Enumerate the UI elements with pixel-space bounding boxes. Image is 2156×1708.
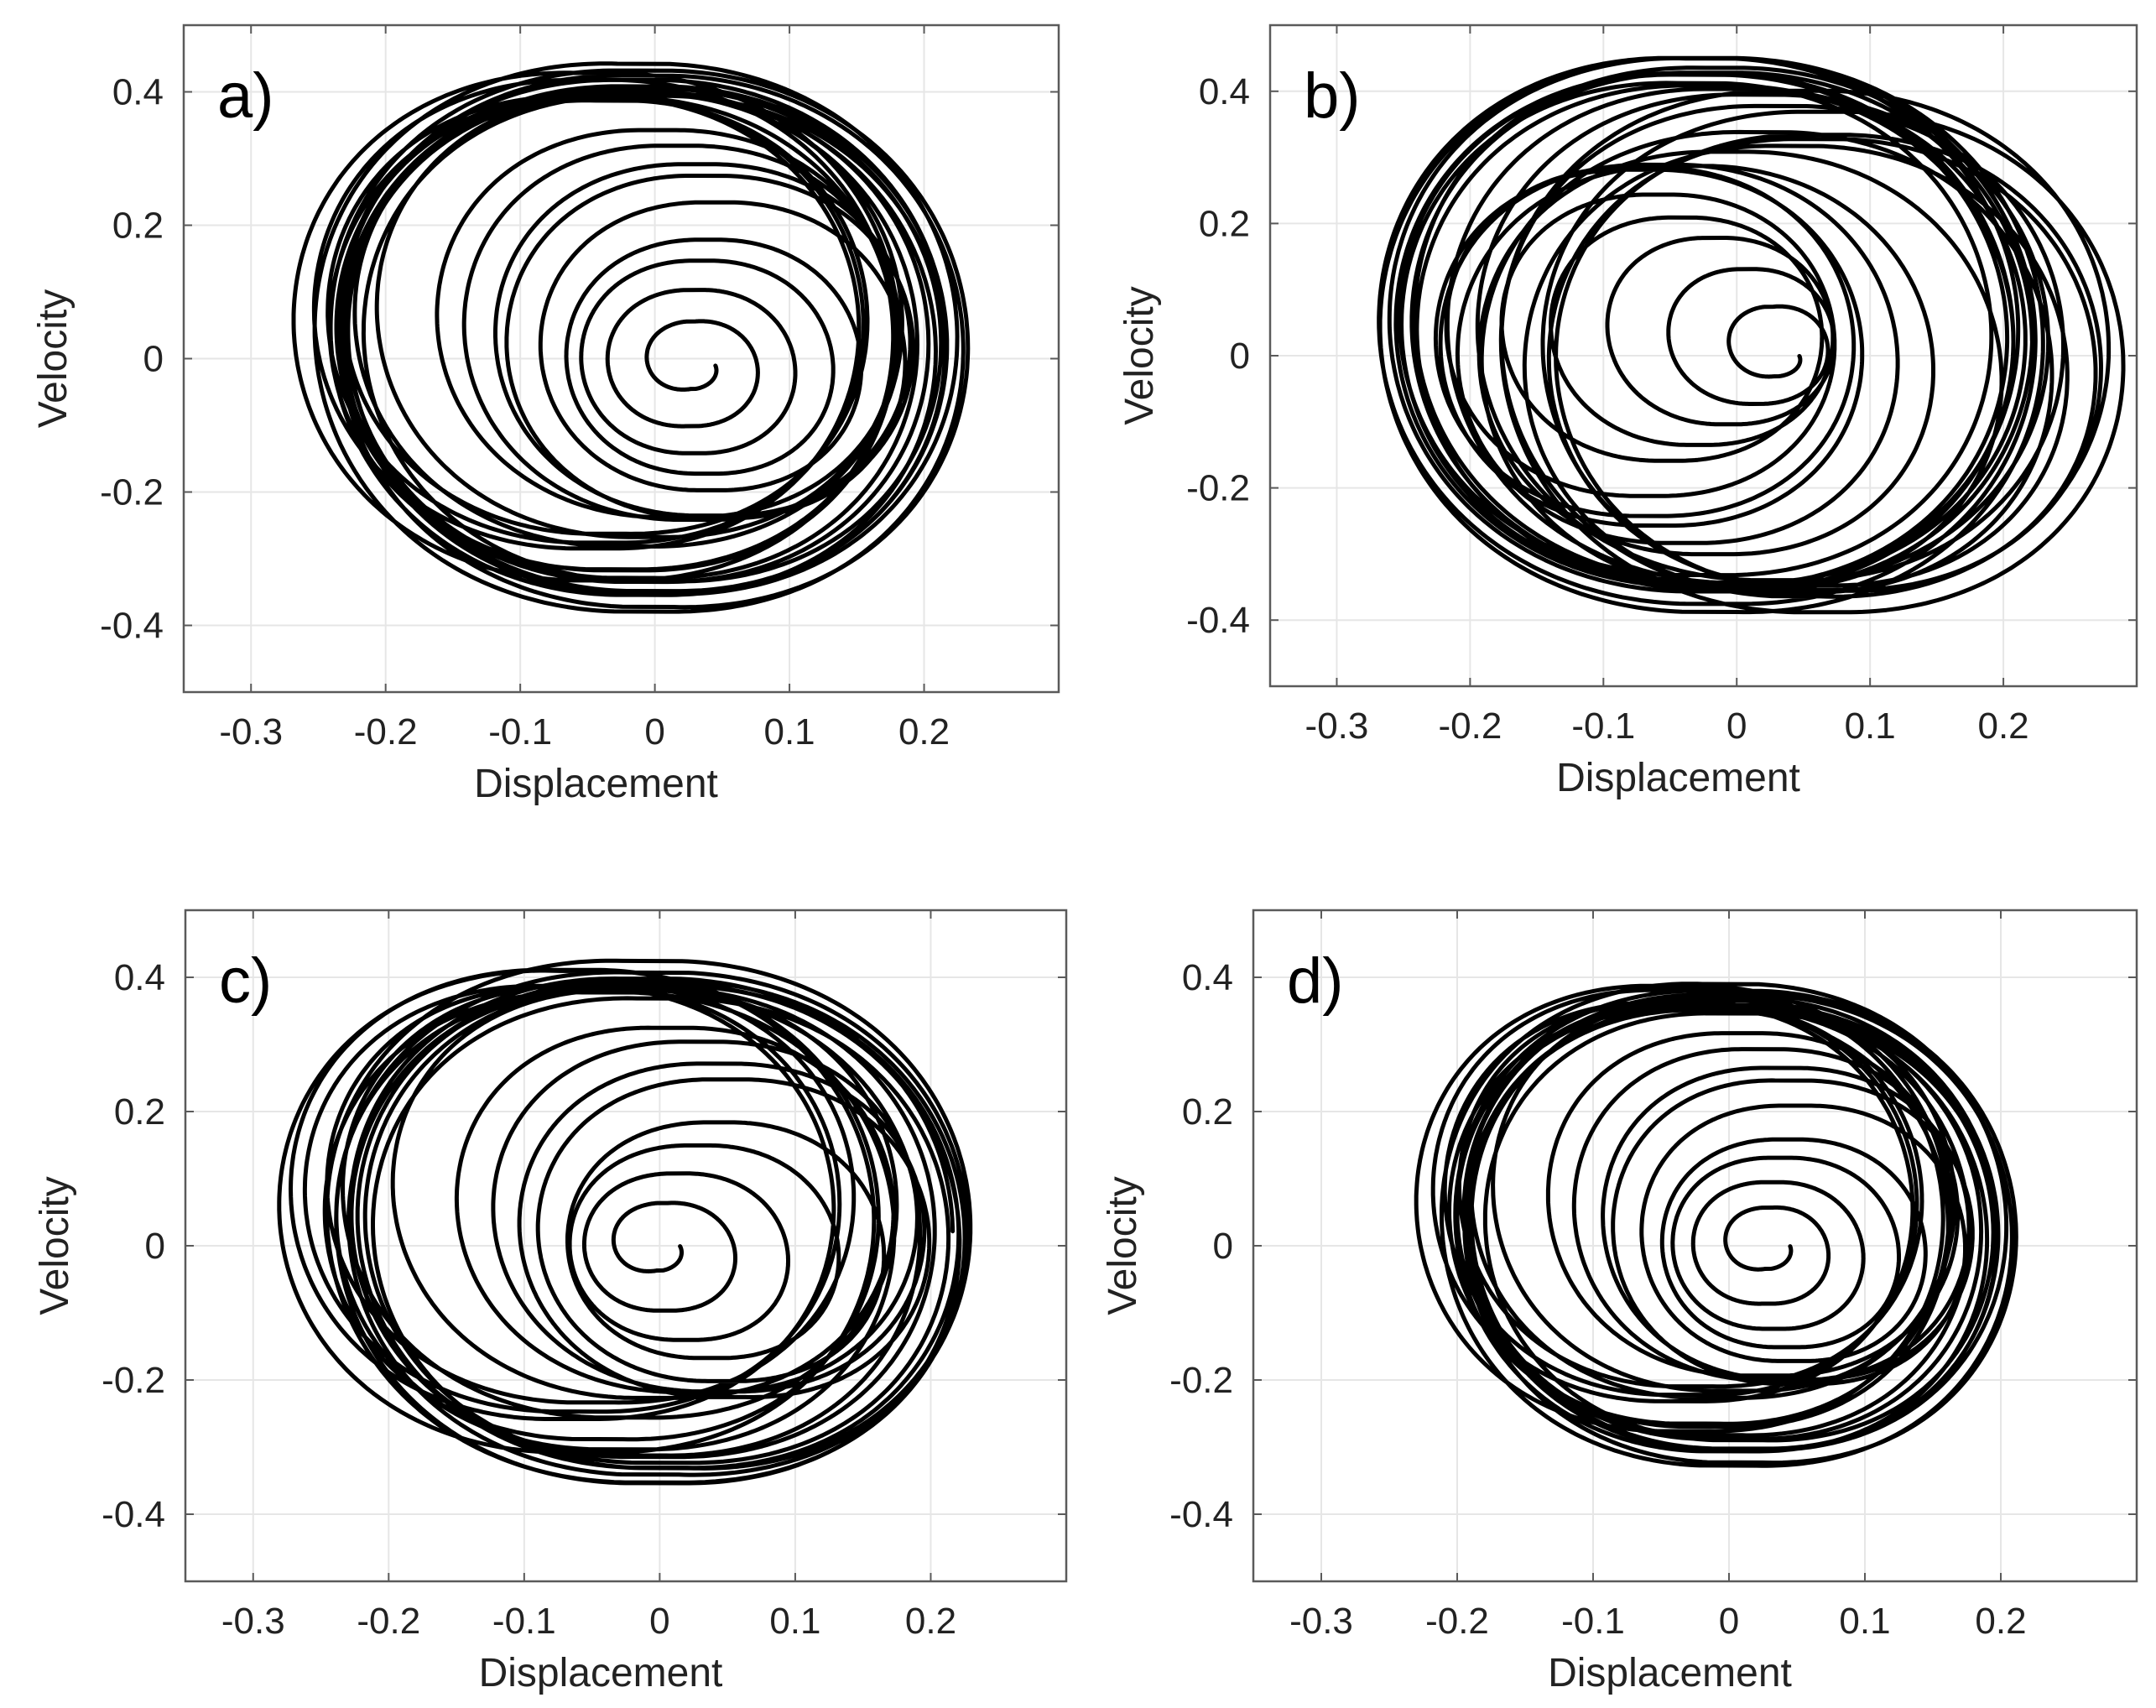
panel-b-y-axis-label: Velocity — [1117, 286, 1162, 424]
panel-c-x-tick-label-5: 0.2 — [905, 1601, 956, 1642]
panel-d-x-axis-label: Displacement — [1548, 1651, 1792, 1695]
panel-d-trajectory-layer — [1414, 982, 2018, 1468]
panel-d-x-tick-label-0: -0.3 — [1289, 1601, 1353, 1642]
panel-c-x-tick-label-0: -0.3 — [221, 1601, 285, 1642]
panel-a: -0.3 -0.2 -0.1 0 0.1 0.2 0.4 0.2 0 -0.2 -0.4 a) Di… — [31, 23, 1060, 806]
panel-c-x-tick-label-2: -0.1 — [492, 1601, 556, 1642]
panel-b-ticks: -0.3 -0.2 -0.1 0 0.1 0.2 0.4 0.2 0 -0.2 -0.4 — [1186, 25, 2137, 747]
panel-a-y-tick-label-3: -0.2 — [100, 472, 164, 513]
panel-b-x-tick-label-4: 0.1 — [1845, 706, 1896, 747]
panel-a-x-tick-label-0: -0.3 — [219, 711, 283, 752]
panel-d-y-tick-label-2: 0 — [1213, 1226, 1233, 1267]
panel-a-x-tick-label-5: 0.2 — [898, 711, 950, 752]
panel-c-y-tick-label-3: -0.2 — [102, 1360, 165, 1401]
panel-c-y-tick-label-0: 0.4 — [114, 957, 165, 998]
panel-b-trajectory-0 — [1377, 55, 2126, 615]
panel-b: -0.3 -0.2 -0.1 0 0.1 0.2 0.4 0.2 0 -0.2 -0.4 b) Di… — [1117, 23, 2138, 800]
panel-d-ticks: -0.3 -0.2 -0.1 0 0.1 0.2 0.4 0.2 0 -0.2 -0.4 — [1169, 910, 2137, 1642]
panel-b-y-tick-label-3: -0.2 — [1186, 468, 1250, 509]
panel-c: -0.3 -0.2 -0.1 0 0.1 0.2 0.4 0.2 0 -0.2 -0.4 c) Di… — [33, 909, 1068, 1695]
panel-d-trajectory-0 — [1414, 982, 2018, 1468]
panel-c-label: c) — [219, 945, 272, 1017]
panel-a-label: a) — [217, 60, 274, 132]
panel-d-y-tick-label-3: -0.2 — [1169, 1360, 1233, 1401]
panel-d-x-tick-label-3: 0 — [1719, 1601, 1739, 1642]
panel-b-label: b) — [1304, 60, 1361, 132]
panel-a-x-axis-label: Displacement — [474, 762, 718, 806]
panel-d-x-tick-label-1: -0.2 — [1425, 1601, 1489, 1642]
panel-a-trajectory-layer — [291, 61, 971, 614]
panel-c-trajectory-0 — [277, 958, 973, 1486]
panel-c-x-tick-label-4: 0.1 — [769, 1601, 820, 1642]
panel-b-y-tick-label-0: 0.4 — [1199, 71, 1250, 112]
panel-a-grid — [184, 25, 1059, 692]
panel-c-y-tick-label-4: -0.4 — [102, 1494, 165, 1535]
panel-a-trajectory-0 — [291, 61, 971, 614]
panel-a-x-tick-label-3: 0 — [644, 711, 664, 752]
panel-b-y-tick-label-2: 0 — [1230, 336, 1250, 377]
panel-a-y-tick-label-4: -0.4 — [100, 606, 164, 647]
panel-c-x-tick-label-1: -0.2 — [357, 1601, 420, 1642]
panel-b-x-tick-label-3: 0 — [1726, 706, 1747, 747]
panel-a-ticks: -0.3 -0.2 -0.1 0 0.1 0.2 0.4 0.2 0 -0.2 -0.4 — [100, 25, 1059, 752]
panel-a-x-tick-label-1: -0.2 — [354, 711, 418, 752]
panel-a-y-tick-label-2: 0 — [143, 339, 164, 380]
panel-d-y-tick-label-4: -0.4 — [1169, 1494, 1233, 1535]
panel-d-x-tick-label-4: 0.1 — [1839, 1601, 1890, 1642]
panel-b-x-tick-label-5: 0.2 — [1977, 706, 2028, 747]
panel-d-x-tick-label-2: -0.1 — [1561, 1601, 1625, 1642]
panel-a-y-axis-label: Velocity — [31, 289, 76, 428]
panel-c-y-axis-label: Velocity — [33, 1176, 77, 1315]
panel-a-x-tick-label-4: 0.1 — [763, 711, 815, 752]
panel-c-y-tick-label-1: 0.2 — [114, 1091, 165, 1133]
panel-a-x-tick-label-2: -0.1 — [488, 711, 552, 752]
panel-b-y-tick-label-1: 0.2 — [1199, 203, 1250, 244]
panel-d-y-axis-label: Velocity — [1101, 1176, 1145, 1315]
panel-d-label: d) — [1287, 945, 1344, 1017]
panel-c-ticks: -0.3 -0.2 -0.1 0 0.1 0.2 0.4 0.2 0 -0.2 -0.4 — [102, 910, 1066, 1642]
panel-d-grid — [1253, 910, 2137, 1581]
panel-b-x-tick-label-2: -0.1 — [1571, 706, 1635, 747]
panel-a-y-tick-label-0: 0.4 — [112, 72, 164, 113]
panel-c-y-tick-label-2: 0 — [145, 1226, 165, 1267]
panel-b-x-tick-label-1: -0.2 — [1438, 706, 1502, 747]
panel-b-trajectory-layer — [1377, 55, 2126, 615]
panel-b-x-tick-label-0: -0.3 — [1305, 706, 1369, 747]
panel-d-x-tick-label-5: 0.2 — [1975, 1601, 2026, 1642]
panel-c-x-tick-label-3: 0 — [649, 1601, 669, 1642]
panel-c-trajectory-layer — [277, 958, 973, 1486]
panel-d: -0.3 -0.2 -0.1 0 0.1 0.2 0.4 0.2 0 -0.2 -0.4 d) Di… — [1101, 909, 2138, 1695]
panel-c-x-axis-label: Displacement — [479, 1651, 723, 1695]
panel-d-y-tick-label-1: 0.2 — [1182, 1091, 1233, 1133]
panel-d-y-tick-label-0: 0.4 — [1182, 957, 1233, 998]
panel-a-y-tick-label-1: 0.2 — [112, 206, 164, 247]
panel-b-y-tick-label-4: -0.4 — [1186, 600, 1250, 641]
panel-b-x-axis-label: Displacement — [1556, 756, 1800, 800]
